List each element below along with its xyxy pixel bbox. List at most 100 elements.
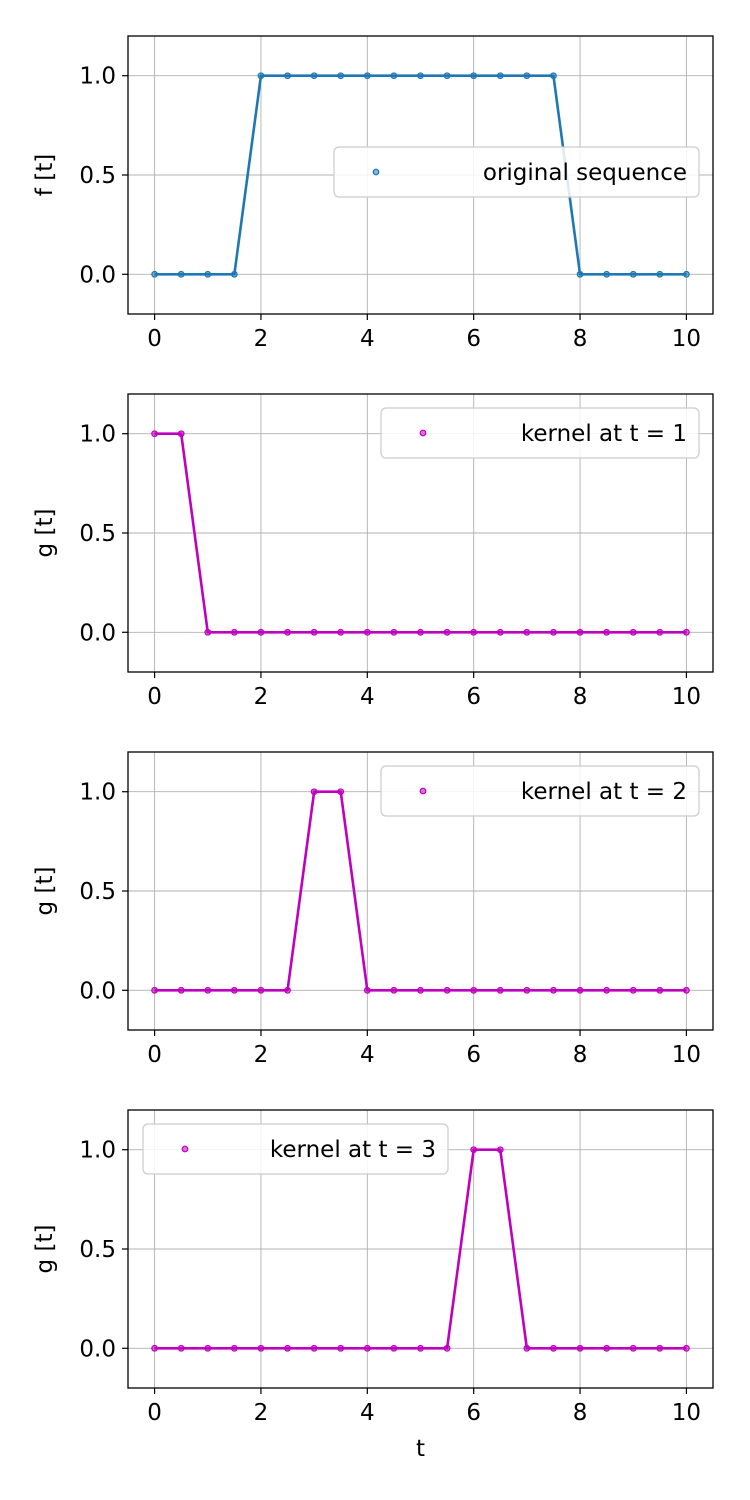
data-point <box>363 628 371 636</box>
x-tick-label: 6 <box>466 684 481 710</box>
data-point <box>284 986 291 994</box>
data-point <box>310 788 318 796</box>
x-tick-label: 8 <box>573 326 588 352</box>
data-point <box>629 270 637 278</box>
data-point <box>230 1344 238 1352</box>
data-point <box>363 1344 371 1352</box>
y-tick-label: 0.0 <box>79 262 116 288</box>
data-point <box>204 986 212 994</box>
x-tick-label: 10 <box>672 1400 701 1426</box>
x-tick-label: 4 <box>360 684 375 710</box>
data-point <box>363 72 371 80</box>
data-point <box>230 628 238 636</box>
data-point <box>337 1344 345 1352</box>
data-point <box>683 628 690 636</box>
legend-label: kernel at t = 2 <box>521 779 687 805</box>
data-point <box>177 270 185 278</box>
x-tick-label: 4 <box>360 1400 375 1426</box>
data-point <box>257 1344 265 1352</box>
data-point <box>576 270 584 278</box>
data-point <box>523 72 531 80</box>
x-tick-label: 2 <box>254 1042 269 1068</box>
data-point <box>204 270 212 278</box>
data-point <box>470 1146 478 1154</box>
y-tick-label: 1.0 <box>79 422 116 448</box>
x-tick-label: 8 <box>573 684 588 710</box>
data-point <box>390 72 398 80</box>
x-tick-label: 10 <box>672 326 701 352</box>
legend-label: kernel at t = 1 <box>521 421 687 447</box>
data-point <box>257 72 265 80</box>
x-tick-label: 0 <box>147 1042 162 1068</box>
data-point <box>656 1344 664 1352</box>
panel-4: 0 2 4 6 8 10 0.0 0.5 1.0 g [t] t kernel at t = 3 <box>32 1109 714 1462</box>
panel-2: 0 2 4 6 8 10 0.0 0.5 1.0 g [t] kernel at t = 1 <box>32 393 714 710</box>
x-tick-label: 2 <box>254 1400 269 1426</box>
x-tick-label: 6 <box>466 326 481 352</box>
data-point <box>576 628 584 636</box>
data-point <box>257 628 265 636</box>
data-point <box>284 628 291 636</box>
data-point <box>656 270 664 278</box>
data-point <box>496 628 504 636</box>
data-point <box>204 1344 212 1352</box>
legend: kernel at t = 1 <box>380 407 700 459</box>
legend: kernel at t = 3 <box>142 1123 449 1175</box>
data-point <box>656 986 664 994</box>
data-point <box>284 72 291 80</box>
data-point <box>337 72 345 80</box>
data-point <box>151 986 158 994</box>
data-point <box>470 72 478 80</box>
data-point <box>337 788 345 796</box>
data-point <box>443 628 451 636</box>
y-axis-label: g [t] <box>32 867 58 916</box>
data-point <box>550 986 557 994</box>
data-point <box>550 1344 557 1352</box>
x-tick-label: 2 <box>254 684 269 710</box>
y-tick-label: 0.5 <box>79 163 116 189</box>
y-tick-label: 0.0 <box>79 978 116 1004</box>
data-point <box>417 1344 424 1352</box>
data-point <box>603 986 611 994</box>
data-point <box>390 986 398 994</box>
data-point <box>151 1344 158 1352</box>
legend-marker <box>181 1145 189 1153</box>
data-point <box>523 986 531 994</box>
legend: kernel at t = 2 <box>380 765 700 817</box>
data-point <box>523 1344 531 1352</box>
x-tick-label: 0 <box>147 684 162 710</box>
legend-marker <box>419 429 427 437</box>
data-point <box>310 72 318 80</box>
x-tick-label: 6 <box>466 1042 481 1068</box>
panel-3: 0 2 4 6 8 10 0.0 0.5 1.0 g [t] kernel at t = 2 <box>32 751 714 1068</box>
data-point <box>177 430 185 438</box>
data-point <box>230 270 238 278</box>
data-point <box>470 986 478 994</box>
data-point <box>177 986 185 994</box>
data-point <box>576 986 584 994</box>
y-tick-label: 1.0 <box>79 780 116 806</box>
data-point <box>443 1344 451 1352</box>
x-tick-label: 4 <box>360 1042 375 1068</box>
data-point <box>390 628 398 636</box>
data-point <box>443 72 451 80</box>
y-tick-label: 0.5 <box>79 1237 116 1263</box>
data-point <box>177 1344 185 1352</box>
legend-marker <box>372 168 380 176</box>
y-tick-label: 0.5 <box>79 521 116 547</box>
legend-label: original sequence <box>483 160 687 186</box>
x-tick-label: 4 <box>360 326 375 352</box>
data-point <box>496 72 504 80</box>
x-tick-label: 0 <box>147 1400 162 1426</box>
data-point <box>550 72 557 80</box>
x-tick-label: 6 <box>466 1400 481 1426</box>
legend-box <box>333 146 700 198</box>
y-tick-label: 0.5 <box>79 879 116 905</box>
data-point <box>629 628 637 636</box>
data-point <box>310 628 318 636</box>
data-point <box>337 628 345 636</box>
x-tick-label: 10 <box>672 684 701 710</box>
data-point <box>284 1344 291 1352</box>
data-point <box>629 986 637 994</box>
